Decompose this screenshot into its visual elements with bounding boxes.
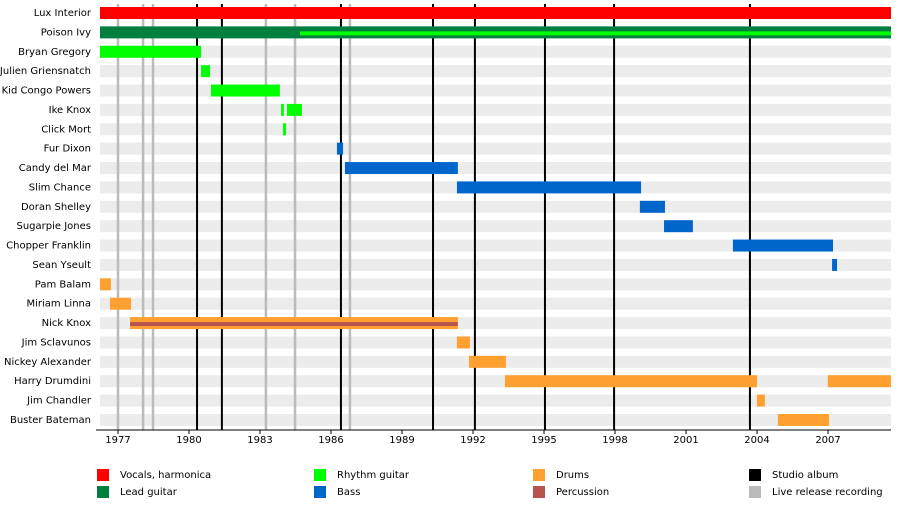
row-stripe: [100, 297, 891, 310]
legend-swatch: [314, 486, 326, 498]
tenure-bar: [282, 123, 287, 136]
x-tick-label: 1992: [460, 435, 485, 446]
tenure-bar: [456, 181, 642, 194]
member-label: Nickey Alexander: [4, 357, 92, 368]
x-tick-label: 1983: [247, 435, 272, 446]
member-label: Sean Yseult: [32, 260, 91, 271]
row-stripe: [100, 220, 891, 233]
x-tick-label: 1977: [105, 435, 130, 446]
member-label: Candy del Mar: [19, 163, 92, 174]
tenure-bar: [468, 355, 506, 368]
member-label: Chopper Franklin: [6, 241, 91, 252]
row-stripe: [100, 413, 891, 426]
member-label: Jim Chandler: [26, 396, 92, 407]
tenure-bar: [286, 103, 302, 116]
member-label: Lux Interior: [34, 8, 92, 19]
member-label: Nick Knox: [42, 318, 91, 329]
tenure-bar: [344, 162, 458, 175]
legend-label: Studio album: [772, 470, 838, 481]
legend-label: Percussion: [556, 487, 609, 498]
row-stripe: [100, 394, 891, 407]
legend-label: Bass: [337, 487, 360, 498]
row-stripe: [100, 278, 891, 291]
legend-swatch: [97, 486, 109, 498]
tenure-bar: [201, 65, 211, 78]
row-stripe: [100, 239, 891, 252]
tenure-bar: [639, 200, 665, 213]
tenure-bar: [832, 258, 838, 271]
tenure-bar: [504, 375, 758, 388]
member-label: Doran Shelley: [21, 202, 91, 213]
tenure-bar: [757, 394, 765, 407]
x-tick-label: 2007: [815, 435, 840, 446]
member-label: Kid Congo Powers: [2, 86, 91, 97]
member-label: Harry Drumdini: [14, 376, 91, 387]
tenure-bar: [299, 31, 891, 36]
tenure-bar: [777, 413, 829, 426]
legend-label: Rhythm guitar: [337, 470, 410, 481]
member-label: Miriam Linna: [27, 299, 92, 310]
member-label: Click Mort: [41, 124, 91, 135]
tenure-bar: [336, 142, 344, 155]
legend-swatch: [533, 469, 545, 481]
row-stripe: [100, 162, 891, 175]
tenure-bar: [130, 322, 458, 327]
legend-label: Drums: [556, 470, 589, 481]
member-label: Bryan Gregory: [18, 47, 91, 58]
legend-swatch: [97, 469, 109, 481]
member-label: Pam Balam: [35, 279, 91, 290]
legend-swatch: [533, 486, 545, 498]
x-tick-label: 1986: [318, 435, 343, 446]
row-stripe: [100, 375, 891, 388]
row-stripe: [100, 200, 891, 213]
member-label: Buster Bateman: [10, 415, 91, 426]
x-tick-label: 1995: [531, 435, 556, 446]
row-stripe: [100, 45, 891, 58]
member-label: Fur Dixon: [44, 144, 91, 155]
row-stripe: [100, 103, 891, 116]
member-label: Jim Sclavunos: [21, 337, 91, 348]
member-label: Slim Chance: [29, 182, 91, 193]
legend-swatch: [314, 469, 326, 481]
x-tick-label: 2001: [673, 435, 698, 446]
tenure-bar: [664, 220, 693, 233]
row-stripe: [100, 123, 891, 136]
member-label: Poison Ivy: [41, 27, 91, 38]
member-label: Ike Knox: [49, 105, 91, 116]
tenure-bar: [100, 45, 202, 58]
legend-label: Live release recording: [772, 487, 883, 498]
tenure-bar: [100, 278, 111, 291]
x-tick-label: 1980: [176, 435, 201, 446]
legend-swatch: [749, 469, 761, 481]
x-tick-label: 2004: [744, 435, 769, 446]
row-stripe: [100, 336, 891, 349]
legend-label: Vocals, harmonica: [120, 470, 211, 481]
x-tick-label: 1989: [389, 435, 414, 446]
member-label: Sugarpie Jones: [17, 221, 92, 232]
tenure-bar: [456, 336, 470, 349]
tenure-bar: [211, 84, 280, 97]
row-stripe: [100, 84, 891, 97]
row-stripe: [100, 258, 891, 271]
tenure-bar: [281, 103, 284, 116]
x-tick-label: 1998: [602, 435, 627, 446]
member-label: Julien Griensnatch: [0, 66, 91, 77]
legend-swatch: [749, 486, 761, 498]
tenure-bar: [732, 239, 834, 252]
tenure-bar: [109, 297, 132, 310]
row-stripe: [100, 142, 891, 155]
tenure-bar: [827, 375, 891, 388]
tenure-bar: [100, 7, 891, 19]
legend-label: Lead guitar: [120, 487, 178, 498]
row-stripe: [100, 65, 891, 78]
